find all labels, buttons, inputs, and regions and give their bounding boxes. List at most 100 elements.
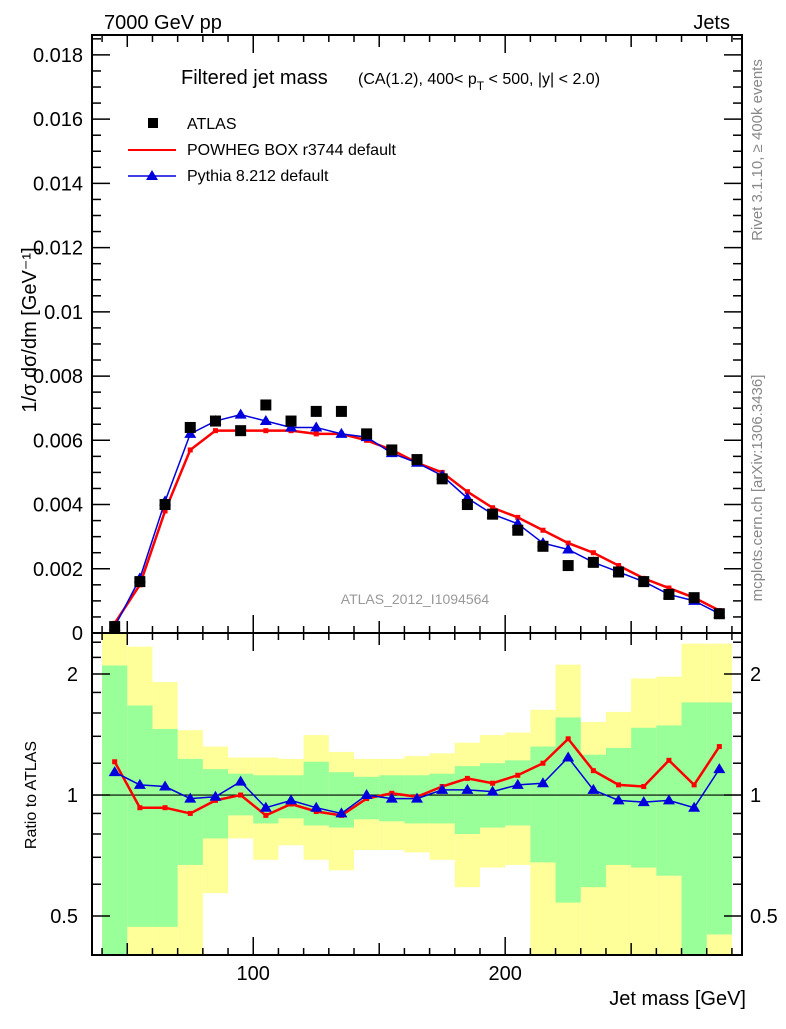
y-tick-label: 0.012 — [33, 238, 83, 260]
powheg-ratio-point — [112, 759, 118, 765]
y-tick-label: 0.004 — [33, 495, 83, 517]
atlas-point — [134, 576, 146, 588]
band-1sigma-bin — [303, 761, 329, 826]
powheg-point — [490, 505, 496, 511]
powheg-ratio-point — [565, 736, 571, 742]
band-1sigma-bin — [706, 702, 732, 935]
pythia-ratio-point — [461, 783, 474, 794]
powheg-ratio-point — [691, 782, 697, 788]
atlas-point — [159, 499, 171, 511]
pythia-ratio-point — [511, 778, 524, 789]
y-tick-label: 0.002 — [33, 559, 83, 581]
powheg-point — [464, 489, 470, 495]
pythia-ratio-point — [259, 801, 272, 812]
atlas-point — [335, 405, 347, 417]
band-1sigma-bin — [127, 705, 153, 927]
atlas-point — [260, 399, 272, 411]
band-1sigma-bin — [681, 702, 707, 955]
atlas-point — [487, 508, 499, 520]
atlas-point — [638, 576, 650, 588]
pythia-ratio-point — [360, 789, 373, 800]
atlas-point — [587, 556, 599, 568]
powheg-ratio-point — [238, 792, 244, 798]
powheg-ratio-point — [616, 782, 622, 788]
y-tick-label: 0.016 — [33, 109, 83, 131]
band-1sigma-bin — [555, 717, 581, 903]
powheg-ratio-point — [162, 805, 168, 811]
atlas-point — [613, 566, 625, 578]
ratio-y-tick-label-right: 2 — [750, 664, 761, 686]
powheg-point — [212, 428, 218, 434]
band-1sigma-bin — [102, 665, 128, 955]
atlas-point — [184, 421, 196, 433]
powheg-point — [590, 550, 596, 556]
ratio-y-tick-label-right: 0.5 — [750, 906, 778, 928]
atlas-point — [537, 540, 549, 552]
atlas-point — [285, 415, 297, 427]
pythia-point — [234, 408, 247, 419]
pythia-ratio-point — [310, 801, 323, 812]
pythia-ratio-point — [335, 807, 348, 818]
powheg-ratio-point — [490, 780, 496, 786]
pythia-ratio-point — [159, 780, 172, 791]
y-tick-label: 0.014 — [33, 173, 83, 195]
legend-pythia-marker — [146, 170, 158, 180]
ratio-plot: 100 200 0.5 0.5 1 1 2 2 — [50, 632, 778, 985]
atlas-point — [361, 428, 373, 440]
powheg-ratio-point — [590, 768, 596, 774]
atlas-point — [713, 608, 725, 620]
atlas-point — [688, 592, 700, 604]
header-left: 7000 GeV pp — [104, 12, 222, 34]
x-tick-label: 200 — [488, 963, 521, 985]
ratio-y-tick-label-right: 1 — [750, 785, 761, 807]
pythia-ratio-point — [612, 794, 625, 805]
atlas-point — [109, 621, 121, 633]
pythia-ratio-point — [234, 775, 247, 786]
pythia-ratio-point — [713, 763, 726, 774]
band-1sigma-bin — [328, 772, 355, 828]
mcplots-info: mcplots.cern.ch [arXiv:1306.3436] — [749, 375, 766, 602]
legend-atlas-label: ATLAS — [187, 116, 237, 133]
ratio-y-tick-label: 2 — [67, 664, 78, 686]
y-tick-label: 0 — [72, 623, 83, 645]
powheg-point — [666, 585, 672, 591]
analysis-watermark: ATLAS_2012_I1094564 — [341, 591, 490, 607]
powheg-ratio-point — [716, 744, 722, 750]
atlas-point — [235, 425, 247, 437]
atlas-point — [436, 473, 448, 485]
legend-pythia-label: Pythia 8.212 default — [187, 168, 329, 185]
powheg-ratio-point — [464, 775, 470, 781]
atlas-point — [386, 444, 398, 456]
chart-subtitle: (CA(1.2), 400< pT < 500, |y| < 2.0) — [358, 71, 600, 93]
atlas-point — [310, 405, 322, 417]
powheg-ratio-point — [641, 784, 647, 790]
pythia-ratio-point — [587, 783, 600, 794]
main-plot: 0 0.002 0.004 0.006 0.008 0.01 0.012 0.014 0.016… — [33, 34, 743, 645]
atlas-point — [461, 499, 473, 511]
pythia-ratio-point — [108, 766, 121, 777]
pythia-ratio-point — [209, 790, 222, 801]
pythia-ratio-point — [486, 785, 499, 796]
legend-atlas-marker — [148, 118, 158, 128]
rivet-info: Rivet 3.1.10, ≥ 400k events — [749, 59, 766, 241]
pythia-point — [562, 543, 575, 554]
pythia-ratio-point — [411, 792, 423, 803]
powheg-ratio-point — [666, 757, 672, 763]
x-tick-label: 100 — [237, 963, 270, 985]
header-right: Jets — [693, 12, 730, 34]
atlas-point — [209, 415, 221, 427]
pythia-ratio-point — [133, 778, 146, 789]
band-1sigma-bin — [429, 773, 455, 824]
powheg-ratio-point — [540, 760, 546, 766]
pythia-ratio-point — [184, 792, 197, 803]
pythia-point — [259, 415, 272, 426]
atlas-point — [512, 524, 524, 536]
powheg-point — [187, 447, 193, 453]
y-tick-label: 0.018 — [33, 45, 83, 67]
ratio-frame — [91, 632, 743, 956]
pythia-ratio-point — [637, 796, 650, 807]
ratio-y-tick-label: 0.5 — [50, 906, 78, 928]
y-tick-label: 0.01 — [44, 302, 83, 324]
powheg-ratio-point — [515, 772, 521, 778]
